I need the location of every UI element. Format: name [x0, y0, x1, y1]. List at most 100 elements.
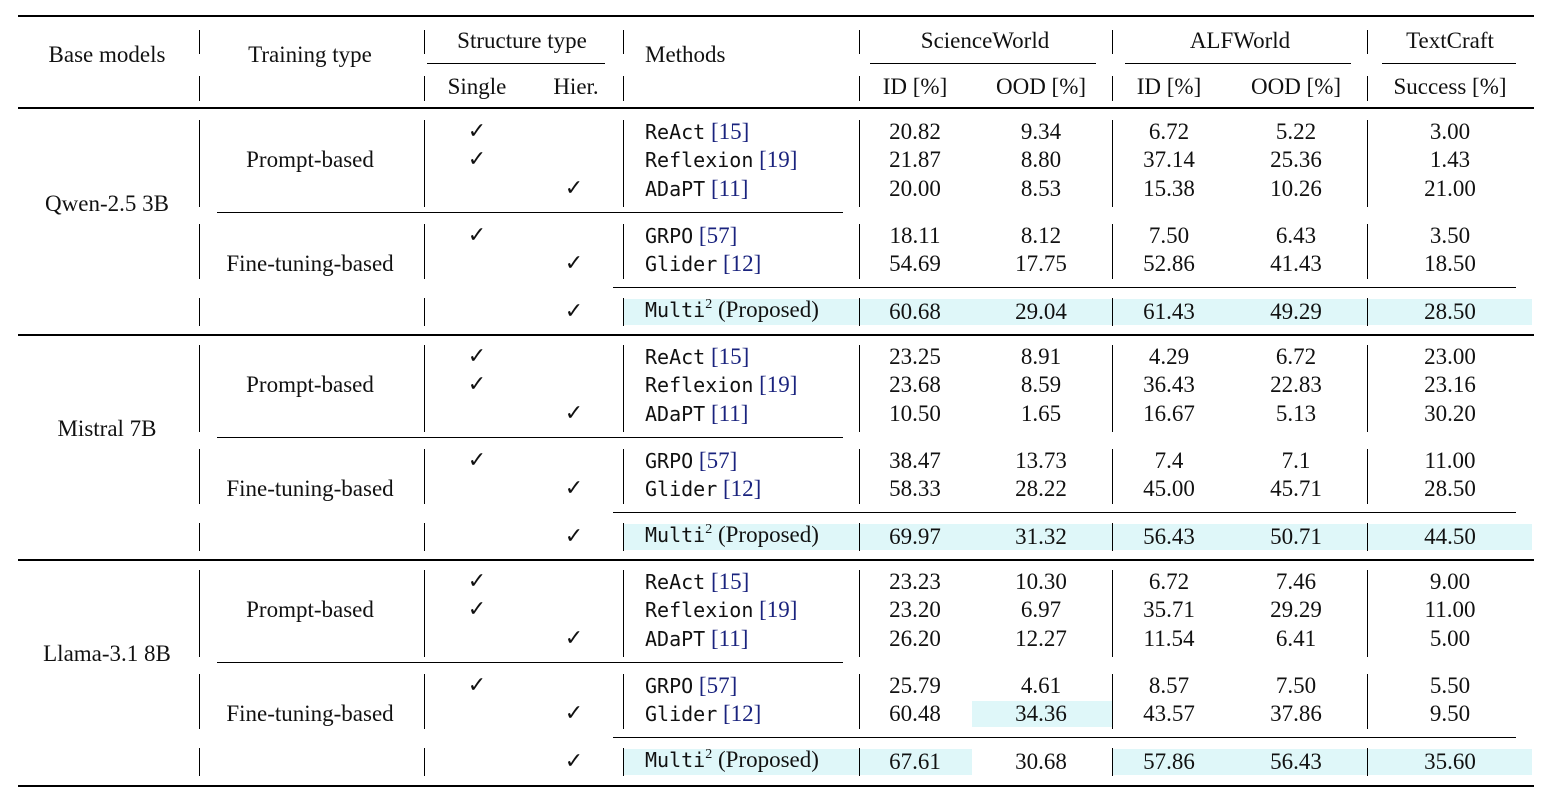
method-cell: Glider [12]: [645, 700, 761, 728]
citation-link[interactable]: [11]: [710, 626, 749, 651]
value-cell: 18.50: [1424, 251, 1476, 276]
highlight-cell: [972, 299, 1112, 325]
citation-link[interactable]: [12]: [723, 476, 762, 501]
highlight-cell: [1368, 299, 1532, 325]
column-separator: [859, 674, 861, 729]
value-cell: 1.65: [1020, 401, 1062, 426]
method-name: Glider: [645, 477, 718, 501]
citation-link[interactable]: [12]: [723, 701, 762, 726]
header-rule: [18, 107, 1534, 109]
column-separator: [1367, 674, 1369, 729]
column-separator: [1367, 298, 1369, 326]
citation-link[interactable]: [12]: [723, 251, 762, 276]
citation-link[interactable]: [15]: [710, 344, 750, 369]
column-separator: [623, 345, 625, 432]
highlight-cell: [1237, 524, 1367, 550]
value-cell: 28.22: [1015, 476, 1067, 501]
header-sep: [1112, 76, 1114, 101]
value-cell: 23.16: [1424, 372, 1476, 397]
method-name: ADaPT: [645, 402, 706, 426]
value-cell: 60.48: [889, 701, 941, 726]
method-name: ADaPT: [645, 177, 706, 201]
checkmark-icon: ✓: [467, 597, 487, 622]
citation-link[interactable]: [19]: [759, 372, 798, 397]
value-cell: 56.43: [1143, 524, 1195, 549]
value-cell: 61.43: [1143, 299, 1195, 324]
citation-link[interactable]: [57]: [698, 448, 738, 473]
value-cell: 58.33: [889, 476, 941, 501]
value-cell: 6.72: [1148, 119, 1190, 144]
citation-link[interactable]: [11]: [710, 401, 749, 426]
highlight-cell: [624, 524, 859, 550]
checkmark-icon: ✓: [467, 119, 487, 144]
method-cell: ADaPT [11]: [645, 625, 748, 653]
value-cell: 8.12: [1020, 223, 1062, 248]
structure-type-underline: [427, 63, 605, 64]
method-name: Multi: [645, 523, 706, 547]
value-cell: 36.43: [1143, 372, 1195, 397]
method-cell: Glider [12]: [645, 250, 761, 278]
training-type-finetune: Fine-tuning-based: [226, 251, 394, 276]
value-cell: 30.20: [1424, 401, 1476, 426]
value-cell: 56.43: [1270, 749, 1322, 774]
checkmark-icon: ✓: [467, 448, 487, 473]
checkmark-icon: ✓: [467, 569, 487, 594]
value-cell: 13.73: [1015, 448, 1067, 473]
value-cell: 23.23: [889, 569, 941, 594]
checkmark-icon: ✓: [467, 147, 487, 172]
highlight-cell: [624, 299, 859, 325]
value-cell: 20.82: [889, 119, 941, 144]
checkmark-icon: ✓: [564, 251, 584, 276]
method-name: Glider: [645, 252, 718, 276]
base-model-label: Mistral 7B: [57, 416, 157, 441]
value-cell: 30.68: [1015, 749, 1067, 774]
header-hier: Hier.: [553, 74, 599, 99]
base-model-label: Llama-3.1 8B: [43, 641, 171, 666]
column-separator: [1367, 224, 1369, 279]
method-name: ReAct: [645, 345, 706, 369]
citation-link[interactable]: [11]: [710, 176, 749, 201]
column-separator: [1367, 449, 1369, 504]
citation-link[interactable]: [57]: [698, 673, 738, 698]
value-cell: 6.72: [1275, 344, 1317, 369]
column-separator: [859, 523, 861, 551]
proposed-rule: [613, 737, 1516, 738]
method-name: ADaPT: [645, 627, 706, 651]
citation-link[interactable]: [19]: [759, 597, 798, 622]
method-name: GRPO: [645, 449, 694, 473]
value-cell: 43.57: [1143, 701, 1195, 726]
column-separator: [623, 224, 625, 279]
column-separator: [1112, 570, 1114, 657]
value-cell: 52.86: [1143, 251, 1195, 276]
column-separator: [859, 449, 861, 504]
header-tc-success: Success [%]: [1393, 74, 1507, 99]
column-separator: [424, 674, 426, 729]
value-cell: 29.04: [1015, 299, 1067, 324]
column-separator: [424, 345, 426, 432]
method-cell: Reflexion [19]: [645, 371, 797, 399]
checkmark-icon: ✓: [467, 372, 487, 397]
value-cell: 23.68: [889, 372, 941, 397]
value-cell: 22.83: [1270, 372, 1322, 397]
citation-link[interactable]: [19]: [759, 147, 798, 172]
highlight-cell: [624, 749, 859, 775]
header-base-models: Base models: [48, 42, 166, 67]
citation-link[interactable]: [15]: [710, 119, 750, 144]
citation-link[interactable]: [57]: [698, 223, 738, 248]
method-name: ReAct: [645, 120, 706, 144]
method-name: GRPO: [645, 224, 694, 248]
subgroup-rule: [217, 437, 843, 438]
training-type-prompt: Prompt-based: [246, 147, 374, 172]
citation-link[interactable]: [15]: [710, 569, 750, 594]
column-separator: [623, 449, 625, 504]
checkmark-icon: ✓: [467, 344, 487, 369]
header-training-type: Training type: [248, 42, 372, 67]
proposed-rule: [613, 287, 1516, 288]
column-separator: [1367, 345, 1369, 432]
method-cell: ADaPT [11]: [645, 400, 748, 428]
header-sep: [199, 30, 201, 54]
column-separator: [199, 224, 201, 279]
header-alf-id: ID [%]: [1136, 74, 1202, 99]
value-cell: 26.20: [889, 626, 941, 651]
method-name: Multi: [645, 748, 706, 772]
